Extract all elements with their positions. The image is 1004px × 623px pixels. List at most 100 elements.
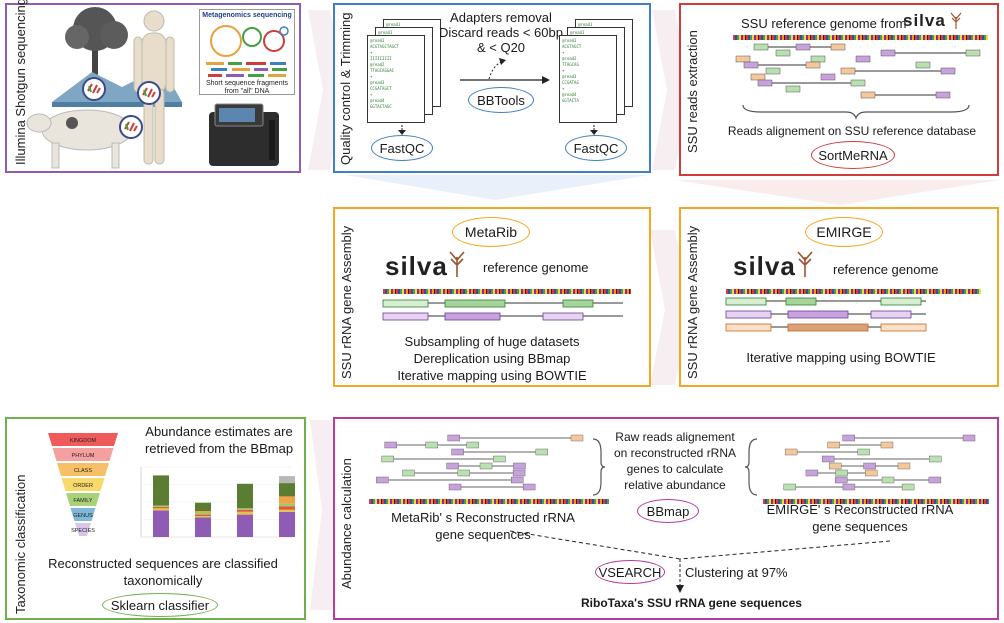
sequencer-machine	[209, 103, 279, 166]
bar-segment	[195, 511, 211, 513]
mapping-text: Raw reads alignement on reconstructed rR…	[613, 430, 737, 492]
microbe-icon	[119, 115, 143, 139]
bar-segment	[237, 511, 253, 515]
reference-genome-bar	[733, 35, 988, 40]
silva-tree-icon	[797, 251, 813, 277]
read-fragment	[466, 441, 479, 449]
reference-genome-bar	[726, 289, 981, 294]
reference-genome-label: reference genome	[833, 262, 939, 277]
read-fragment	[880, 441, 894, 449]
read-fragment	[784, 448, 798, 456]
abundance-bar-chart	[140, 466, 295, 538]
read-fragment	[821, 455, 835, 463]
panel-ssu-extraction: SSU reads extraction SSU reference genom…	[679, 3, 999, 176]
bar-segment	[237, 483, 253, 509]
down-arrow	[590, 125, 598, 135]
fastqc-right-oval: FastQC	[565, 135, 627, 161]
read-fragment	[929, 455, 942, 463]
taxonomy-rank-band	[52, 448, 114, 461]
fragments	[206, 62, 287, 77]
bbmap-oval: BBmap	[637, 499, 699, 523]
panel-abundance: Abundance calculation Raw reads aligneme…	[333, 417, 999, 620]
bar-segment	[279, 511, 295, 537]
dashed-converge	[509, 530, 891, 593]
panel-quality-control: Quality control & Trimming @read1CTAGGTA…	[333, 3, 651, 173]
bar-segment	[153, 506, 169, 509]
taxonomy-rank-band	[75, 523, 91, 536]
panel-emirge: SSU rRNA gene Assembly EMIRGE silva refe…	[679, 207, 999, 387]
taxonomy-rank-band	[70, 508, 96, 521]
metarib-step: Iterative mapping using BOWTIE	[397, 368, 587, 383]
read-fragment	[901, 483, 915, 491]
emirge-caption: EMIRGE' s Reconstructed rRNA gene sequen…	[766, 502, 954, 534]
metarib-oval: MetaRib	[452, 217, 530, 247]
emirge-sequence-bar	[763, 499, 989, 504]
emirge-oval: EMIRGE	[805, 217, 883, 247]
read-fragment	[783, 483, 796, 491]
reference-genome-bar	[383, 289, 631, 294]
reference-genome-label: reference genome	[483, 260, 589, 275]
brace-right	[744, 438, 758, 496]
taxonomy-pyramid: KINGDOM PHYLUM CLASS ORDER FAMILY GENUS SPECIE…	[48, 433, 118, 536]
read-fragment	[834, 476, 848, 484]
panel-label: SSU rRNA gene Assembly	[685, 225, 700, 379]
trimmed-file-stack: @read1 ACGTAGCT + @read2 TTAGCAG + @read3 CCGAT…	[559, 35, 617, 123]
metagenomics-box: Metagenomics sequencing Short sequence f…	[199, 9, 295, 95]
read-fragment	[962, 434, 976, 442]
aligned-reads	[735, 43, 981, 99]
read-fragment	[570, 434, 584, 442]
abundance-title: Abundance estimates are retrieved from t…	[144, 424, 294, 456]
read-fragment	[512, 469, 526, 477]
trim-arrow	[460, 76, 550, 84]
read-fragment	[522, 483, 536, 491]
read-fragment	[897, 462, 911, 470]
silva-logo: silva	[385, 251, 448, 281]
vsearch-oval: VSEARCH	[595, 560, 665, 584]
sortmerna-oval: SortMeRNA	[811, 141, 895, 169]
read-fragment	[425, 441, 438, 449]
metarib-step: Subsampling of huge datasets	[404, 334, 580, 349]
panel-label: SSU reads extraction	[685, 30, 700, 153]
read-fragment	[402, 469, 415, 477]
read-fragment	[865, 469, 878, 477]
read-fragment	[457, 469, 471, 477]
bar-segment	[153, 475, 169, 506]
taxonomy-rank-label: ORDER	[73, 483, 93, 489]
bar-segment	[237, 508, 253, 510]
dna-circles	[210, 25, 289, 57]
panel-label: Illumina Shotgun sequencing	[13, 0, 28, 165]
bar-segment	[237, 509, 253, 512]
read-fragment	[928, 476, 942, 484]
cow-illustration	[26, 109, 133, 169]
bar-segment	[279, 483, 295, 497]
read-fragment	[835, 469, 848, 477]
read-fragment	[842, 434, 855, 442]
metarib-caption: MetaRib' s Reconstructed rRNA gene seque…	[391, 510, 575, 542]
bar-segment	[279, 509, 295, 512]
read-fragment	[446, 462, 459, 470]
read-fragment	[384, 441, 397, 449]
panel-metarib: SSU rRNA gene Assembly MetaRib silva ref…	[333, 207, 651, 387]
curly-brace	[742, 104, 970, 120]
taxonomy-rank-label: CLASS	[74, 468, 92, 474]
silva-logo: silva	[733, 251, 796, 281]
taxonomy-rank-band	[61, 478, 105, 491]
fastqc-left-oval: FastQC	[371, 135, 433, 161]
bar-segment	[195, 502, 211, 512]
read-fragment	[535, 448, 549, 456]
trim-step-text: Adapters removal Discard reads < 60bp & …	[439, 10, 563, 55]
read-fragment	[448, 483, 462, 491]
read-fragment	[376, 476, 389, 484]
microbe-icon	[82, 77, 106, 101]
panel-taxonomy: Taxonomic classification KINGDOM PHYLUM CL…	[5, 417, 306, 620]
taxonomy-rank-label: FAMILY	[73, 498, 92, 504]
classified-caption: Reconstructed sequences are classified t…	[48, 556, 278, 588]
silva-tree-icon	[449, 251, 465, 277]
panel-label: Quality control & Trimming	[338, 12, 353, 165]
read-fragment	[381, 455, 394, 463]
read-fragment	[829, 462, 842, 470]
bar-segment	[237, 514, 253, 537]
read-fragment	[842, 483, 856, 491]
emirge-step: Iterative mapping using BOWTIE	[746, 350, 936, 365]
metagenomics-caption: Short sequence fragments from "all" DNA	[205, 80, 289, 95]
